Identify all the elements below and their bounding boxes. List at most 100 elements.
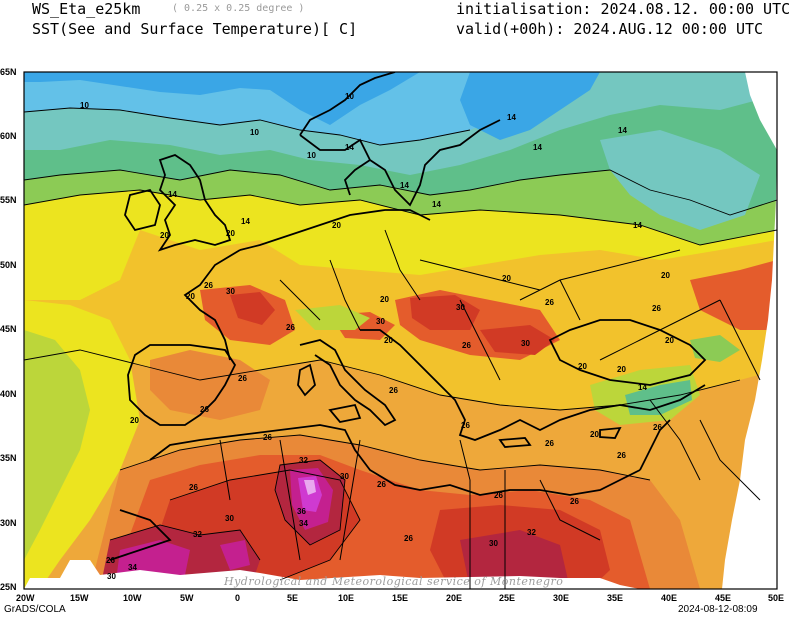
adriatic-coast (360, 329, 706, 441)
footer-software: GrADS/COLA (4, 604, 66, 615)
lat-label: 45N (0, 324, 17, 334)
contour-label: 30 (489, 539, 498, 548)
contour-label: 30 (225, 514, 234, 523)
contour-label: 32 (193, 530, 202, 539)
coastlines (109, 72, 707, 561)
contour-label: 26 (461, 421, 470, 430)
contour-label: 26 (494, 491, 503, 500)
lon-label: 5W (180, 593, 194, 603)
contour-label: 30 (376, 317, 385, 326)
contour-label: 30 (456, 303, 465, 312)
nodata-east (722, 72, 777, 589)
lon-label: 5E (287, 593, 299, 603)
contour-label: 26 (570, 497, 579, 506)
plot-frame (23, 71, 778, 590)
contour-30 (169, 469, 361, 581)
model-title: WS_Eta_e25km (32, 0, 141, 18)
contour-label: 14 (533, 143, 542, 152)
contour-label: 32 (527, 528, 536, 537)
contour-label: 26 (545, 298, 554, 307)
model-resolution: ( 0.25 x 0.25 degree ) (172, 3, 305, 14)
lon-label: 45E (715, 593, 732, 603)
west-europe-coast (183, 209, 431, 361)
valid-time: valid(+00h): 2024.AUG.12 00:00 UTC (456, 20, 764, 38)
lat-label: 55N (0, 195, 17, 205)
contour-label: 10 (307, 151, 316, 160)
field-atlantic-18 (24, 330, 90, 560)
lon-label: 20W (16, 593, 35, 603)
uk-coast (157, 154, 232, 252)
lat-label: 40N (0, 389, 17, 399)
lat-label: 30N (0, 518, 17, 528)
morocco-border (109, 509, 172, 561)
iberia-coast (127, 344, 237, 426)
contour-label: 20 (160, 231, 169, 240)
contour-label: 20 (590, 430, 599, 439)
contour-label: 14 (345, 143, 354, 152)
contour-label: 26 (286, 323, 295, 332)
credit-watermark: Hydrological and Meteorological service … (223, 575, 563, 588)
crete (498, 437, 532, 448)
contour-label: 14 (633, 221, 642, 230)
contour-label: 30 (340, 472, 349, 481)
lat-label: 60N (0, 131, 17, 141)
field-caucasus-16 (690, 335, 740, 362)
temperature-field (24, 72, 777, 589)
field-southwest-34b (220, 540, 250, 570)
italy-coast (299, 339, 397, 427)
contour-label: 26 (653, 423, 662, 432)
contour-label: 14 (638, 383, 647, 392)
contour-labels: 10 10 10 10 14 14 14 14 14 14 14 14 14 1… (80, 92, 674, 581)
sardinia (297, 363, 316, 397)
contour-label: 26 (652, 304, 661, 313)
footer-timestamp: 2024-08-12-08:09 (678, 604, 758, 615)
field-title: SST(See and Surface Temperature)[ C] (32, 20, 358, 38)
contour-label: 30 (107, 572, 116, 581)
contour-label: 20 (617, 365, 626, 374)
contour-label: 14 (618, 126, 627, 135)
field-turkey-14 (625, 380, 692, 415)
contour-label: 14 (241, 217, 250, 226)
contour-label: 26 (404, 534, 413, 543)
contour-label: 26 (204, 281, 213, 290)
lon-label: 10E (338, 593, 355, 603)
lon-label: 0 (235, 593, 241, 603)
contour-10 (24, 107, 471, 146)
lon-label: 50E (768, 593, 785, 603)
contour-label: 10 (250, 128, 259, 137)
contour-label: 26 (189, 483, 198, 492)
init-time: initialisation: 2024.08.12. 00:00 UTC (456, 0, 791, 18)
black-sea-coast (548, 319, 707, 386)
lon-label: 15E (392, 593, 409, 603)
contour-26a (24, 349, 741, 411)
contour-label: 20 (665, 336, 674, 345)
scandinavia-coast (299, 72, 501, 207)
contour-label: 14 (507, 113, 516, 122)
cyprus (599, 426, 622, 439)
contour-label: 36 (297, 507, 306, 516)
field-north-8 (24, 72, 420, 125)
contour-14 (24, 169, 777, 216)
contour-label: 10 (80, 101, 89, 110)
contour-label: 34 (128, 563, 137, 572)
contour-label: 26 (545, 439, 554, 448)
contour-label: 26 (106, 556, 115, 565)
field-iberia-26 (150, 350, 270, 420)
contour-label: 26 (617, 451, 626, 460)
contour-label: 20 (384, 336, 393, 345)
sicily (328, 403, 362, 423)
contour-label: 30 (521, 339, 530, 348)
field-romania-30 (480, 325, 555, 355)
contour-label: 20 (502, 274, 511, 283)
lon-label: 40E (661, 593, 678, 603)
field-sahara-38 (304, 480, 316, 495)
lon-label: 25E (499, 593, 516, 603)
levant-coast (639, 419, 671, 471)
lon-label: 10W (123, 593, 142, 603)
contour-label: 26 (389, 386, 398, 395)
contour-label: 32 (299, 456, 308, 465)
contour-label: 20 (380, 295, 389, 304)
lon-label: 15W (70, 593, 89, 603)
contour-label: 20 (226, 229, 235, 238)
